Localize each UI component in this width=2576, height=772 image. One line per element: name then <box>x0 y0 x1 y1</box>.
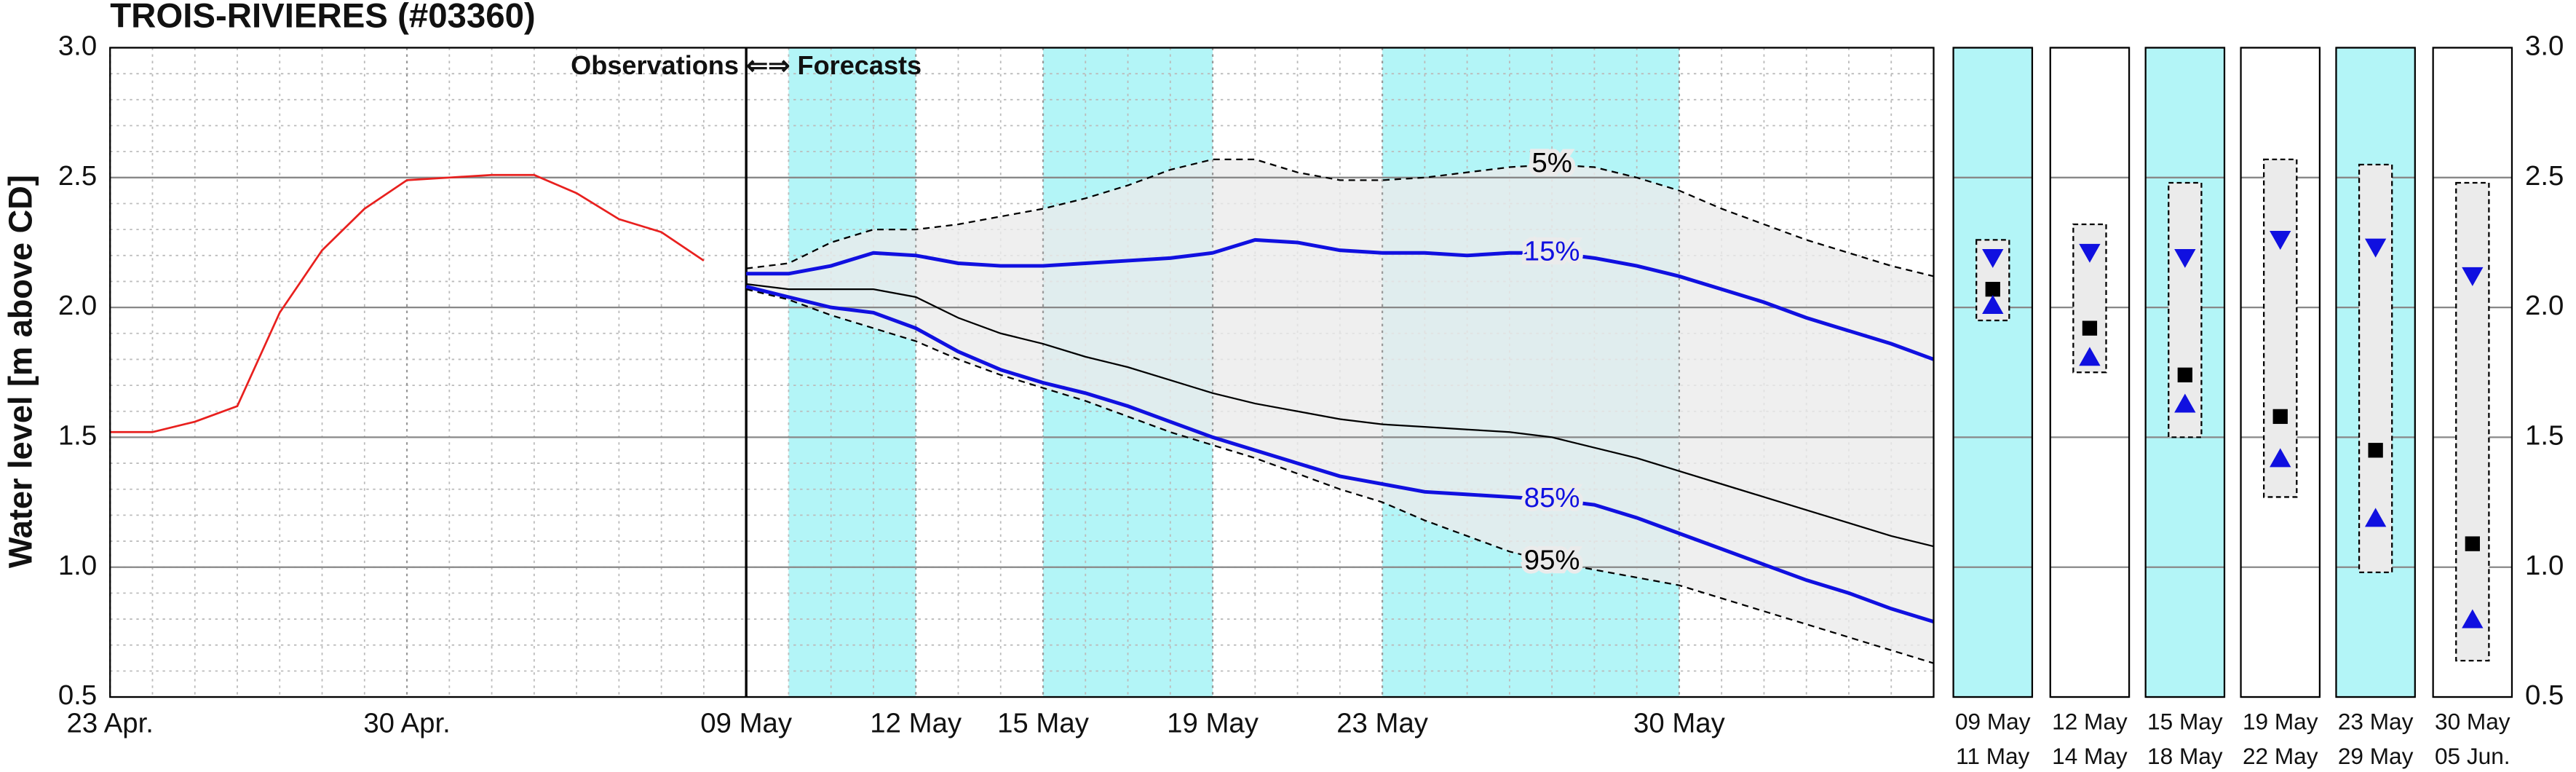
x-tick-label: 30 Apr. <box>363 708 450 739</box>
marker-triangle-down <box>2079 243 2101 263</box>
panel-frame <box>1952 47 2034 698</box>
x-tick-label: 19 May <box>1167 708 1259 739</box>
marker-square <box>2272 409 2288 425</box>
line-series <box>745 285 1935 623</box>
marker-square <box>1985 281 2000 297</box>
line-series <box>746 237 1935 361</box>
x-tick-label: 22 May <box>2243 743 2318 769</box>
y-tick-label: 0.5 <box>58 680 97 711</box>
y-tick-label: 1.5 <box>58 420 97 452</box>
x-tick-label: 09 May <box>700 708 793 739</box>
series-label: 5% <box>1531 147 1572 178</box>
marker-triangle-down <box>2270 230 2291 250</box>
panel-frame <box>2335 47 2416 698</box>
x-tick-label: 15 May <box>2147 708 2223 734</box>
range-box <box>2263 158 2298 498</box>
marker-triangle-down <box>2364 238 2387 258</box>
y-tick-label: 2.0 <box>58 290 97 321</box>
panel-frame <box>2240 47 2321 698</box>
y-tick-label: 1.5 <box>2525 420 2564 452</box>
series-label: 85% <box>1524 482 1580 513</box>
marker-triangle-up <box>2364 508 2387 527</box>
chart-title: TROIS-RIVIERES (#03360) <box>110 0 536 35</box>
annotation: Observations ⇐⇒ Forecasts <box>571 50 922 80</box>
x-tick-label: 23 May <box>1336 708 1429 739</box>
x-tick-label: 05 Jun. <box>2435 743 2510 769</box>
x-tick-label: 29 May <box>2338 743 2414 769</box>
marker-triangle-up <box>2079 347 2101 366</box>
y-tick-label: 3.0 <box>2525 31 2564 62</box>
marker-triangle-down <box>1982 248 2004 268</box>
x-tick-label: 23 Apr. <box>66 708 153 739</box>
series-label: 95% <box>1524 545 1580 576</box>
panel-frame <box>2049 47 2131 698</box>
range-box <box>2455 181 2490 662</box>
y-tick-label: 1.0 <box>58 550 97 581</box>
range-box <box>2168 181 2203 438</box>
y-tick-label: 3.0 <box>58 31 97 62</box>
y-tick-label: 1.0 <box>2525 550 2564 581</box>
y-tick-label: 2.5 <box>2525 160 2564 192</box>
series-label: 15% <box>1524 235 1580 267</box>
panel-frame <box>2144 47 2226 698</box>
x-tick-label: 11 May <box>1956 743 2029 769</box>
line-series <box>746 158 1934 277</box>
marker-triangle-up <box>2462 609 2484 629</box>
x-tick-label: 19 May <box>2243 708 2318 734</box>
x-tick-label: 18 May <box>2147 743 2223 769</box>
line-series <box>745 288 1934 664</box>
line-series <box>110 173 705 433</box>
y-axis-label: Water level [m above CD] <box>2 175 39 568</box>
range-box <box>2358 163 2393 573</box>
x-tick-label: 09 May <box>1955 708 2031 734</box>
x-tick-label: 15 May <box>997 708 1090 739</box>
line-series <box>746 283 1934 548</box>
marker-square <box>2465 536 2480 551</box>
marker-square <box>2082 320 2098 336</box>
panel <box>1953 47 2032 698</box>
y-tick-label: 0.5 <box>2525 680 2564 711</box>
x-tick-label: 14 May <box>2052 743 2128 769</box>
marker-triangle-down <box>2174 248 2196 268</box>
shaded-range <box>788 47 916 698</box>
marker-triangle-up <box>2174 393 2196 413</box>
marker-triangle-up <box>2270 448 2291 468</box>
x-tick-label: 30 May <box>2435 708 2510 734</box>
y-tick-label: 2.0 <box>2525 290 2564 321</box>
x-tick-label: 30 May <box>1633 708 1726 739</box>
y-tick-label: 2.5 <box>58 160 97 192</box>
marker-triangle-up <box>1982 295 2004 314</box>
marker-triangle-down <box>2462 267 2484 286</box>
marker-square <box>2368 443 2383 458</box>
marker-square <box>2177 367 2192 382</box>
x-tick-label: 12 May <box>2052 708 2128 734</box>
x-tick-label: 23 May <box>2338 708 2414 734</box>
panel-frame <box>2432 47 2513 698</box>
plot-frame <box>109 47 1935 698</box>
x-tick-label: 12 May <box>870 708 962 739</box>
